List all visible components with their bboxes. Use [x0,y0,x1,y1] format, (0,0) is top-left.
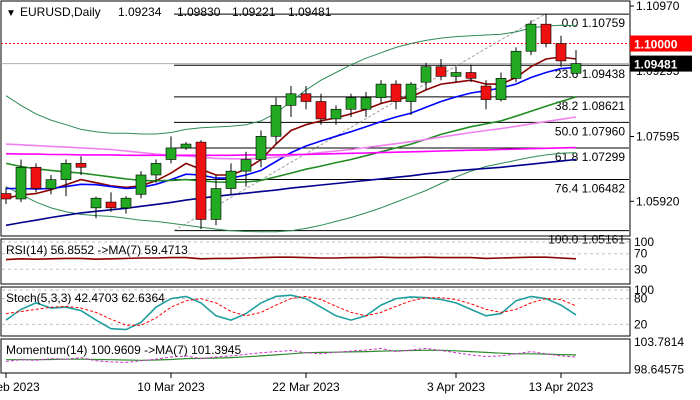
bullish-candle [240,159,252,172]
bullish-candle [45,179,57,189]
stoch-level-label: 80 [634,292,648,306]
date-label: 13 Apr 2023 [529,380,594,394]
price-badge [630,35,692,52]
price-axis-layer: 1.109701.092951.075951.059201.100001.094… [630,0,692,208]
date-label: 22 Mar 2023 [272,380,340,394]
fibonacci-level-label: 76.4 1.06482 [555,182,625,196]
price-badge [630,55,692,72]
close-value: 1.09481 [288,5,332,19]
momentum-label: Momentum(14) 100.9609 ->MA(7) 101.3945 [6,343,241,357]
bullish-candle [510,50,522,79]
momentum-line [5,347,577,363]
rsi-line [5,256,577,261]
stoch-panel-frame [0,286,631,337]
bearish-candle [300,93,312,102]
momentum-ma-line [6,349,577,361]
bearish-candle [30,166,42,189]
stoch-label: Stoch(5,3,3) 42.4703 62.6364 [6,291,165,305]
rsi-level-label: 70 [634,247,648,261]
date-axis-layer: 28 Feb 2023 10 Mar 2023 22 Mar 2023 3 Apr 2… [0,373,594,394]
fibonacci-level-label: 38.2 1.08621 [555,99,625,113]
stoch-level-label: 20 [634,317,648,331]
bullish-candle [495,78,507,100]
stoch-d-line [5,295,577,326]
bearish-candle [75,163,87,168]
bullish-candle [150,163,162,176]
momentum-level-label: 103.7814 [634,335,684,349]
bearish-candle [465,72,477,79]
bullish-candle [60,163,72,180]
price-badge-label: 1.09481 [634,58,678,72]
bullish-candle [360,97,372,110]
bearish-candle [555,43,567,62]
symbol-label: EURUSD,Daily [20,5,101,19]
momentum-panel-frame [0,338,631,374]
bullish-candle [180,143,192,149]
fibonacci-level-label: 50.0 1.07960 [555,124,625,138]
bullish-candle [345,97,357,110]
stoch-k-line [5,294,577,331]
bullish-candle [330,108,342,120]
fibonacci-level-label: 61.8 1.07299 [555,150,625,164]
price-badge-label: 1.10000 [634,38,678,52]
high-value: 1.09830 [177,5,221,19]
bullish-candle [450,72,462,77]
bullish-candle [210,188,222,220]
bearish-candle [195,141,207,220]
bearish-candle [480,85,492,100]
open-value: 1.09234 [118,5,162,19]
bullish-candle [420,66,432,83]
price-tick-label: 1.07595 [636,130,680,144]
symbol-collapse-icon[interactable]: ▼ [6,8,16,19]
rsi-level-label: 100 [634,235,654,249]
fibonacci-level-label: 23.6 1.09438 [555,67,625,81]
rsi-label: RSI(14) 56.8552 ->MA(7) 59.4713 [6,243,188,257]
moving-average-line [5,96,577,184]
low-value: 1.09221 [232,5,276,19]
price-tick-label: 1.05920 [636,194,680,208]
price-panel-frame [0,0,631,237]
moving-average-line [5,146,577,157]
bullish-candle [525,23,537,52]
fibonacci-level-label: 0.0 1.10759 [562,16,626,30]
rsi-panel-frame [0,238,631,285]
candles-layer [0,14,582,230]
bullish-candle [285,93,297,106]
date-label: 10 Mar 2023 [137,380,205,394]
bearish-candle [0,193,12,200]
rsi-level-label: 30 [634,262,648,276]
bearish-candle [540,23,552,44]
moving-average-line [5,158,577,227]
bullish-candle [135,174,147,195]
bullish-candle [90,197,102,209]
bullish-candle [165,147,177,160]
bullish-candle [570,63,582,74]
bearish-candle [435,66,447,77]
bullish-candle [15,166,27,200]
grid-layer [1,43,630,65]
bearish-candle [315,101,327,120]
moving-average-line [5,116,577,160]
bearish-candle [105,201,117,209]
price-tick-label: 1.10970 [636,0,680,13]
bearish-candle [390,83,402,102]
bullish-candle [120,197,132,209]
bullish-candle [375,83,387,98]
momentum-level-label: 98.64575 [634,363,684,377]
bullish-candle [255,136,267,160]
date-label: 3 Apr 2023 [427,380,485,394]
date-label: 28 Feb 2023 [0,380,40,394]
bullish-candle [405,83,417,102]
moving-average-line [5,56,577,199]
bullish-candle [225,170,237,189]
bullish-candle [270,105,282,137]
stoch-level-label: 100 [634,283,654,297]
fibonacci-level-label: 100.0 1.05161 [548,233,625,247]
